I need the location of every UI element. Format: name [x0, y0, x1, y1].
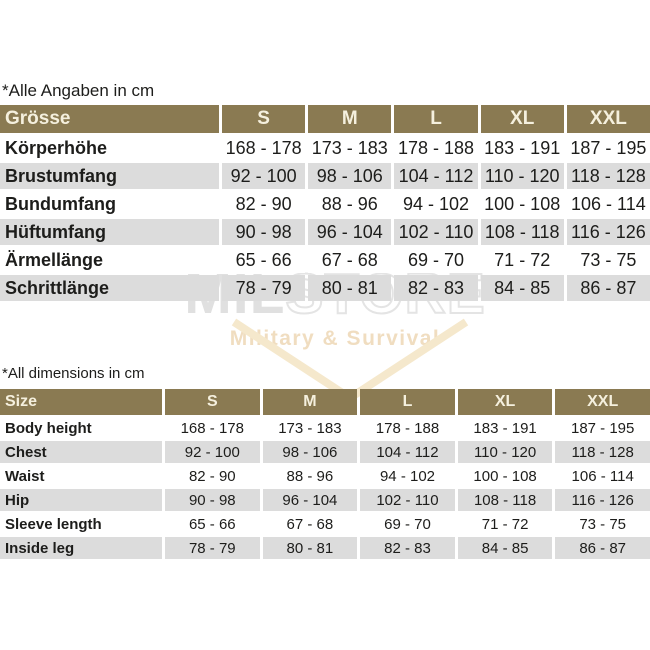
- row-label: Schrittlänge: [0, 275, 219, 301]
- size-column-header: M: [308, 105, 392, 133]
- value-cell: 96 - 104: [308, 219, 392, 245]
- value-cell: 118 - 128: [566, 163, 650, 189]
- value-cell: 178 - 188: [360, 417, 455, 439]
- row-label: Bundumfang: [0, 191, 219, 217]
- value-cell: 187 - 195: [566, 135, 650, 161]
- english-size-table: Size S M L XL XXL Body height 168 - 178 173 - 18…: [0, 389, 650, 559]
- size-column-header: XXL: [555, 389, 650, 415]
- value-cell: 173 - 183: [308, 135, 392, 161]
- value-cell: 98 - 106: [262, 441, 358, 463]
- size-column-header: XL: [480, 105, 564, 133]
- row-label: Ärmellänge: [0, 247, 219, 273]
- value-cell: 102 - 110: [394, 219, 478, 245]
- value-cell: 86 - 87: [555, 537, 650, 559]
- value-cell: 100 - 108: [480, 191, 564, 217]
- value-cell: 168 - 178: [222, 135, 306, 161]
- row-label: Waist: [0, 465, 162, 487]
- german-units-note: *Alle Angaben in cm: [2, 81, 155, 100]
- value-cell: 82 - 90: [222, 191, 306, 217]
- value-cell: 173 - 183: [262, 417, 358, 439]
- value-cell: 69 - 70: [360, 513, 455, 535]
- value-cell: 92 - 100: [165, 441, 260, 463]
- size-column-header: XL: [457, 389, 553, 415]
- row-label: Hip: [0, 489, 162, 511]
- value-cell: 90 - 98: [165, 489, 260, 511]
- value-cell: 71 - 72: [480, 247, 564, 273]
- size-column-header: S: [165, 389, 260, 415]
- value-cell: 82 - 83: [360, 537, 455, 559]
- row-label: Chest: [0, 441, 162, 463]
- value-cell: 71 - 72: [457, 513, 553, 535]
- value-cell: 88 - 96: [308, 191, 392, 217]
- watermark-tagline: Military & Survival: [229, 327, 441, 350]
- value-cell: 69 - 70: [394, 247, 478, 273]
- row-label: Inside leg: [0, 537, 162, 559]
- value-cell: 104 - 112: [394, 163, 478, 189]
- value-cell: 106 - 114: [555, 465, 650, 487]
- value-cell: 84 - 85: [480, 275, 564, 301]
- english-units-note: *All dimensions in cm: [2, 365, 145, 382]
- row-label: Hüftumfang: [0, 219, 219, 245]
- value-cell: 110 - 120: [480, 163, 564, 189]
- value-cell: 98 - 106: [308, 163, 392, 189]
- value-cell: 88 - 96: [262, 465, 358, 487]
- value-cell: 94 - 102: [360, 465, 455, 487]
- value-cell: 86 - 87: [566, 275, 650, 301]
- size-column-header: L: [394, 105, 478, 133]
- row-label: Sleeve length: [0, 513, 162, 535]
- value-cell: 187 - 195: [555, 417, 650, 439]
- size-header-cell: Grösse: [0, 105, 219, 133]
- value-cell: 178 - 188: [394, 135, 478, 161]
- size-column-header: L: [360, 389, 455, 415]
- value-cell: 78 - 79: [222, 275, 306, 301]
- value-cell: 110 - 120: [457, 441, 553, 463]
- size-column-header: M: [262, 389, 358, 415]
- size-column-header: XXL: [566, 105, 650, 133]
- value-cell: 80 - 81: [308, 275, 392, 301]
- value-cell: 183 - 191: [457, 417, 553, 439]
- value-cell: 84 - 85: [457, 537, 553, 559]
- value-cell: 106 - 114: [566, 191, 650, 217]
- value-cell: 82 - 90: [165, 465, 260, 487]
- size-header-cell: Size: [0, 389, 162, 415]
- value-cell: 65 - 66: [165, 513, 260, 535]
- size-column-header: S: [222, 105, 306, 133]
- value-cell: 104 - 112: [360, 441, 455, 463]
- value-cell: 73 - 75: [555, 513, 650, 535]
- value-cell: 168 - 178: [165, 417, 260, 439]
- german-size-table: Grösse S M L XL XXL Körperhöhe 168 - 178 173 - 1…: [0, 105, 650, 301]
- value-cell: 78 - 79: [165, 537, 260, 559]
- value-cell: 94 - 102: [394, 191, 478, 217]
- value-cell: 92 - 100: [222, 163, 306, 189]
- value-cell: 102 - 110: [360, 489, 455, 511]
- value-cell: 65 - 66: [222, 247, 306, 273]
- value-cell: 67 - 68: [262, 513, 358, 535]
- row-label: Brustumfang: [0, 163, 219, 189]
- value-cell: 118 - 128: [555, 441, 650, 463]
- value-cell: 183 - 191: [480, 135, 564, 161]
- value-cell: 116 - 126: [566, 219, 650, 245]
- value-cell: 90 - 98: [222, 219, 306, 245]
- value-cell: 80 - 81: [262, 537, 358, 559]
- value-cell: 116 - 126: [555, 489, 650, 511]
- row-label: Körperhöhe: [0, 135, 219, 161]
- value-cell: 100 - 108: [457, 465, 553, 487]
- value-cell: 82 - 83: [394, 275, 478, 301]
- value-cell: 108 - 118: [457, 489, 553, 511]
- value-cell: 96 - 104: [262, 489, 358, 511]
- row-label: Body height: [0, 417, 162, 439]
- value-cell: 67 - 68: [308, 247, 392, 273]
- value-cell: 73 - 75: [566, 247, 650, 273]
- value-cell: 108 - 118: [480, 219, 564, 245]
